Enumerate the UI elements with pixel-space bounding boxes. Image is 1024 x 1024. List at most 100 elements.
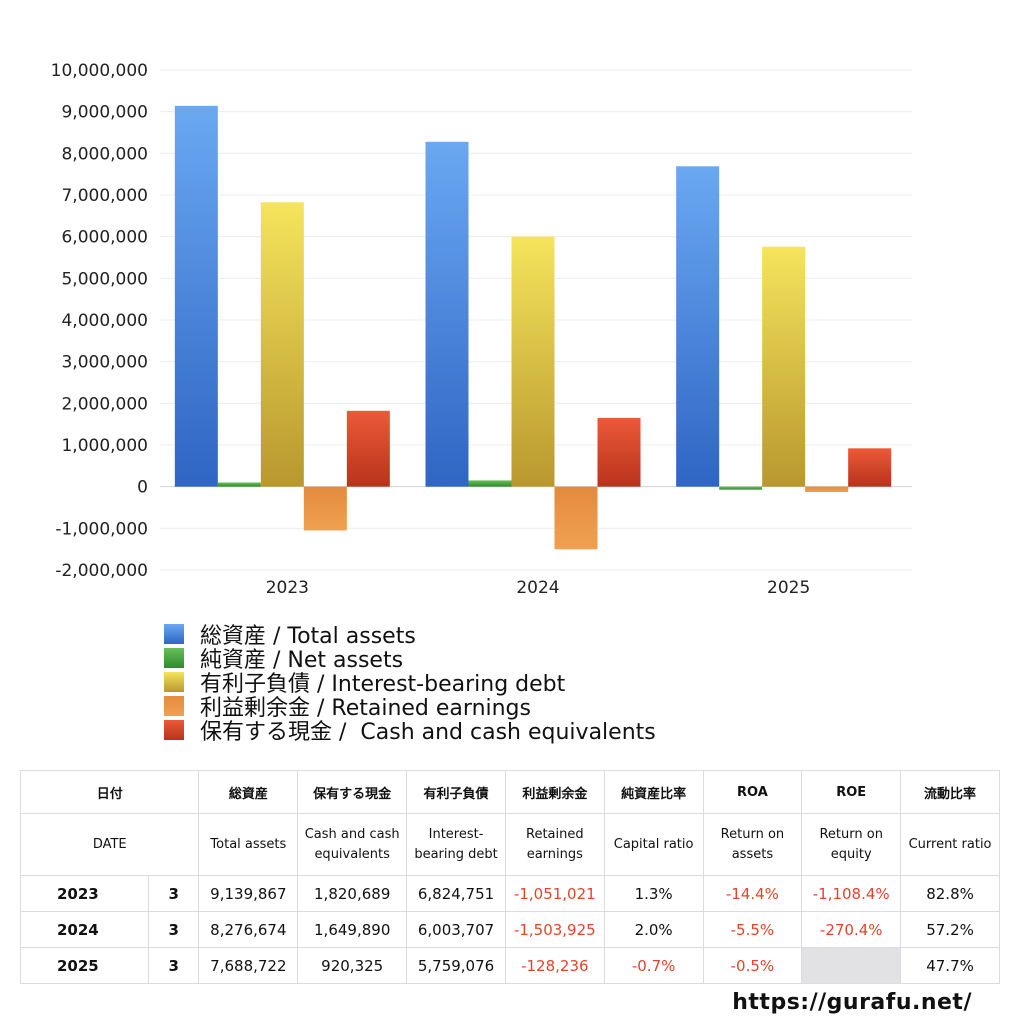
legend-item: 保有する現金 / Cash and cash equivalents bbox=[164, 718, 656, 745]
table-cell: -0.7% bbox=[603, 947, 704, 984]
table-cell: 8,276,674 bbox=[198, 911, 299, 948]
header-date-jp: 日付 bbox=[19, 770, 200, 814]
table-cell: 1,820,689 bbox=[297, 875, 408, 912]
bar-2025-series-2 bbox=[762, 246, 806, 487]
header-debt-en: Interest-bearing debt bbox=[406, 813, 506, 876]
x-tick-label: 2023 bbox=[266, 578, 309, 598]
bar-2024-series-0 bbox=[425, 141, 469, 487]
header-current-ratio-en: Current ratio bbox=[900, 813, 1000, 876]
table-cell: -14.4% bbox=[702, 875, 803, 912]
table-cell: 6,824,751 bbox=[406, 875, 506, 912]
row-year: 2025 bbox=[19, 947, 150, 984]
row-month: 3 bbox=[148, 875, 200, 912]
row-month: 3 bbox=[148, 947, 200, 984]
legend-label: 有利子負債 / Interest-bearing debt bbox=[200, 672, 566, 697]
table-header-jp: 日付 総資産 保有する現金 有利子負債 利益剰余金 純資産比率 ROA ROE … bbox=[19, 770, 1000, 814]
y-tick-label: 0 bbox=[137, 478, 148, 498]
table-header-en: DATE Total assets Cash and cash equivale… bbox=[19, 813, 1000, 876]
legend-item: 有利子負債 / Interest-bearing debt bbox=[164, 670, 656, 697]
table-cell: 5,759,076 bbox=[406, 947, 506, 984]
header-roa-en: Return on assets bbox=[702, 813, 803, 876]
table-cell: 1,649,890 bbox=[297, 911, 408, 948]
bar-2025-series-0 bbox=[676, 166, 720, 487]
bar-2024-series-4 bbox=[597, 417, 641, 487]
header-total-assets-en: Total assets bbox=[198, 813, 299, 876]
row-year: 2024 bbox=[19, 911, 150, 948]
bars bbox=[174, 105, 892, 550]
x-tick-label: 2025 bbox=[767, 578, 810, 598]
y-tick-label: 10,000,000 bbox=[51, 61, 148, 81]
site-url: https://gurafu.net/ bbox=[732, 990, 972, 1015]
bar-2025-series-3 bbox=[805, 486, 849, 493]
table-cell: -1,503,925 bbox=[504, 911, 605, 948]
table-cell: 2.0% bbox=[603, 911, 704, 948]
bar-2023-series-2 bbox=[260, 202, 304, 487]
table-cell: -1,051,021 bbox=[504, 875, 605, 912]
bar-2025-series-4 bbox=[848, 448, 892, 487]
legend-swatch bbox=[164, 648, 184, 668]
table-row: 2024 3 8,276,674 1,649,890 6,003,707 -1,503,9… bbox=[19, 911, 1000, 948]
x-axis-tick-labels: 2023 2024 2025 bbox=[266, 578, 811, 598]
table-cell: 9,139,867 bbox=[198, 875, 299, 912]
legend-swatch bbox=[164, 696, 184, 716]
row-year: 2023 bbox=[19, 875, 150, 912]
bar-2023-series-4 bbox=[346, 410, 390, 487]
bar-2024-series-1 bbox=[468, 480, 512, 487]
header-cash-en: Cash and cash equivalents bbox=[297, 813, 408, 876]
table-cell: -5.5% bbox=[702, 911, 803, 948]
y-tick-label: -1,000,000 bbox=[55, 519, 148, 539]
legend-label: 純資産 / Net assets bbox=[200, 648, 404, 673]
table-cell: 82.8% bbox=[900, 875, 1000, 912]
header-capital-ratio-en: Capital ratio bbox=[603, 813, 704, 876]
bar-2023-series-3 bbox=[303, 486, 347, 531]
table-cell: 57.2% bbox=[900, 911, 1000, 948]
bar-2025-series-1 bbox=[719, 486, 763, 490]
header-cash-jp: 保有する現金 bbox=[297, 770, 408, 814]
bar-2024-series-2 bbox=[511, 236, 555, 487]
header-debt-jp: 有利子負債 bbox=[406, 770, 506, 814]
legend-swatch bbox=[164, 672, 184, 692]
bar-2023-series-1 bbox=[217, 482, 261, 487]
chart-legend: 総資産 / Total assets 純資産 / Net assets 有利子負債 … bbox=[164, 622, 656, 745]
header-roe-en: Return on equity bbox=[801, 813, 902, 876]
header-capital-ratio-jp: 純資産比率 bbox=[603, 770, 704, 814]
legend-item: 利益剰余金 / Retained earnings bbox=[164, 694, 656, 721]
table-cell bbox=[801, 947, 902, 984]
header-roe-jp: ROE bbox=[801, 770, 902, 814]
y-tick-label: 1,000,000 bbox=[61, 436, 148, 456]
table-cell: 7,688,722 bbox=[198, 947, 299, 984]
y-tick-label: 8,000,000 bbox=[61, 144, 148, 164]
legend-swatch bbox=[164, 624, 184, 644]
bar-2023-series-0 bbox=[174, 105, 218, 487]
y-tick-label: 9,000,000 bbox=[61, 103, 148, 123]
table-cell: -1,108.4% bbox=[801, 875, 902, 912]
header-total-assets-jp: 総資産 bbox=[198, 770, 299, 814]
legend-item: 純資産 / Net assets bbox=[164, 646, 656, 673]
header-current-ratio-jp: 流動比率 bbox=[900, 770, 1000, 814]
legend-label: 利益剰余金 / Retained earnings bbox=[200, 696, 531, 721]
table-cell: -128,236 bbox=[504, 947, 605, 984]
y-tick-label: 6,000,000 bbox=[61, 228, 148, 248]
table-cell: -270.4% bbox=[801, 911, 902, 948]
table-cell: 920,325 bbox=[297, 947, 408, 984]
row-month: 3 bbox=[148, 911, 200, 948]
financial-table: 日付 総資産 保有する現金 有利子負債 利益剰余金 純資産比率 ROA ROE … bbox=[19, 770, 1000, 984]
y-axis-tick-labels: 10,000,000 9,000,000 8,000,000 7,000,000 6,0… bbox=[51, 61, 148, 581]
legend-label: 総資産 / Total assets bbox=[200, 624, 416, 649]
header-retained-en: Retained earnings bbox=[504, 813, 605, 876]
table-row: 2025 3 7,688,722 920,325 5,759,076 -128,236 -0… bbox=[19, 947, 1000, 984]
table-cell: 6,003,707 bbox=[406, 911, 506, 948]
y-tick-label: 3,000,000 bbox=[61, 353, 148, 373]
bar-2024-series-3 bbox=[554, 486, 598, 550]
header-date-en: DATE bbox=[19, 813, 200, 876]
header-retained-jp: 利益剰余金 bbox=[504, 770, 605, 814]
legend-label: 保有する現金 / Cash and cash equivalents bbox=[200, 720, 656, 745]
y-tick-label: 2,000,000 bbox=[61, 394, 148, 414]
x-tick-label: 2024 bbox=[516, 578, 559, 598]
table-cell: 47.7% bbox=[900, 947, 1000, 984]
legend-item: 総資産 / Total assets bbox=[164, 622, 656, 649]
y-tick-label: 5,000,000 bbox=[61, 269, 148, 289]
header-roa-jp: ROA bbox=[702, 770, 803, 814]
legend-swatch bbox=[164, 720, 184, 740]
table-cell: -0.5% bbox=[702, 947, 803, 984]
